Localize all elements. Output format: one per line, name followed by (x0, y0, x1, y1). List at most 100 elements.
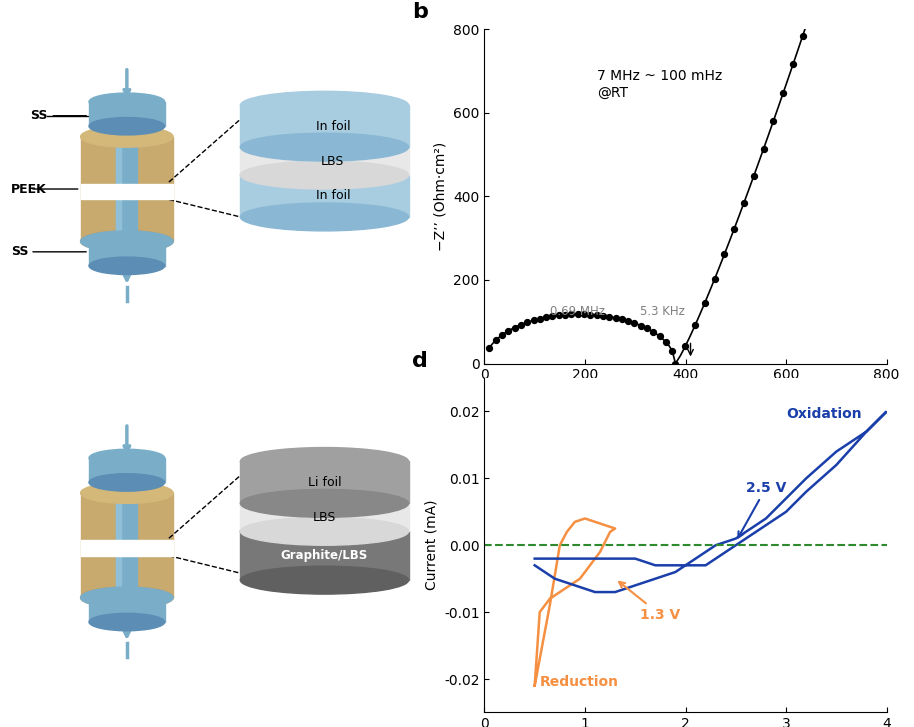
Point (665, 345, 680, 357)
Point (747, 170, 761, 182)
Bar (89, 102, 165, 126)
Ellipse shape (240, 518, 409, 545)
Text: LBS: LBS (313, 511, 336, 524)
Y-axis label: −Z’’ (Ohm·cm²): −Z’’ (Ohm·cm²) (433, 142, 448, 251)
Point (501, 325, 515, 337)
Text: 0.69 MHz: 0.69 MHz (549, 305, 605, 318)
Point (564, 309, 579, 321)
Point (717, 249, 732, 260)
Point (727, 223, 741, 235)
Point (590, 309, 604, 321)
Text: LBS: LBS (321, 155, 345, 168)
Bar (89, 458, 165, 483)
Bar (240, 105, 409, 147)
Ellipse shape (240, 489, 409, 518)
Y-axis label: Current (mA): Current (mA) (424, 500, 439, 590)
Ellipse shape (240, 133, 409, 161)
Point (659, 337, 674, 348)
Text: 5.3 KHz: 5.3 KHz (640, 305, 686, 318)
Ellipse shape (80, 126, 173, 147)
Bar (89, 241, 165, 266)
Point (805, 1, 820, 12)
Text: b: b (412, 2, 428, 23)
Point (687, 320, 702, 332)
Text: Reduction: Reduction (539, 675, 619, 688)
Point (577, 308, 591, 320)
Point (533, 313, 547, 325)
Ellipse shape (80, 231, 173, 252)
Bar (80, 184, 173, 199)
Point (608, 312, 622, 324)
Point (668, 358, 683, 369)
Bar (116, 119, 122, 241)
Point (514, 319, 528, 331)
Bar (240, 531, 409, 580)
Ellipse shape (80, 483, 173, 503)
Bar (240, 175, 409, 217)
Point (614, 313, 629, 325)
Ellipse shape (80, 231, 173, 252)
Text: SS: SS (30, 109, 86, 122)
Point (707, 273, 722, 285)
Point (786, 59, 801, 71)
Text: Oxidation: Oxidation (786, 407, 862, 421)
Ellipse shape (89, 118, 165, 135)
Point (494, 329, 509, 341)
Ellipse shape (240, 133, 409, 161)
Ellipse shape (240, 203, 409, 231)
Point (488, 334, 503, 346)
Bar (80, 540, 173, 555)
Bar (116, 119, 137, 241)
Ellipse shape (80, 587, 173, 608)
Ellipse shape (240, 448, 409, 475)
Bar (240, 503, 409, 531)
Ellipse shape (240, 489, 409, 518)
Point (602, 311, 617, 323)
Point (551, 310, 566, 321)
Point (596, 310, 611, 321)
Text: 7 MHz ~ 100 mHz
@RT: 7 MHz ~ 100 mHz @RT (597, 69, 722, 100)
Point (483, 342, 497, 353)
Text: PEEK: PEEK (11, 182, 47, 196)
Text: 1.3 V: 1.3 V (619, 582, 681, 622)
Ellipse shape (240, 161, 409, 189)
Point (633, 320, 648, 332)
Ellipse shape (89, 93, 165, 111)
Point (678, 340, 693, 352)
Text: d: d (412, 351, 428, 371)
Point (737, 197, 751, 209)
Point (570, 308, 585, 320)
Ellipse shape (240, 161, 409, 189)
Point (646, 326, 661, 338)
Point (558, 309, 572, 321)
Text: Li foil: Li foil (308, 476, 341, 489)
Ellipse shape (89, 614, 165, 631)
Point (795, 30, 810, 41)
Point (756, 142, 771, 154)
Bar (80, 493, 173, 598)
Point (697, 297, 712, 308)
Bar (240, 147, 409, 175)
Text: SS: SS (11, 245, 28, 258)
Ellipse shape (240, 518, 409, 545)
Ellipse shape (89, 474, 165, 491)
Bar (116, 475, 122, 598)
Point (640, 323, 654, 334)
Point (766, 115, 781, 126)
Ellipse shape (240, 566, 409, 594)
Point (583, 309, 598, 321)
Point (539, 312, 554, 324)
Point (507, 322, 522, 334)
Ellipse shape (240, 92, 409, 119)
Ellipse shape (80, 587, 173, 608)
Text: 2.5 V: 2.5 V (739, 481, 786, 537)
Point (653, 331, 667, 342)
Text: Graphite/LBS: Graphite/LBS (281, 549, 368, 562)
Point (776, 87, 791, 99)
Point (621, 316, 635, 327)
Bar (240, 462, 409, 503)
Ellipse shape (89, 449, 165, 467)
Bar (80, 137, 173, 241)
Ellipse shape (89, 257, 165, 275)
X-axis label: Z’ (Ohm·cm²): Z’ (Ohm·cm²) (639, 388, 732, 402)
